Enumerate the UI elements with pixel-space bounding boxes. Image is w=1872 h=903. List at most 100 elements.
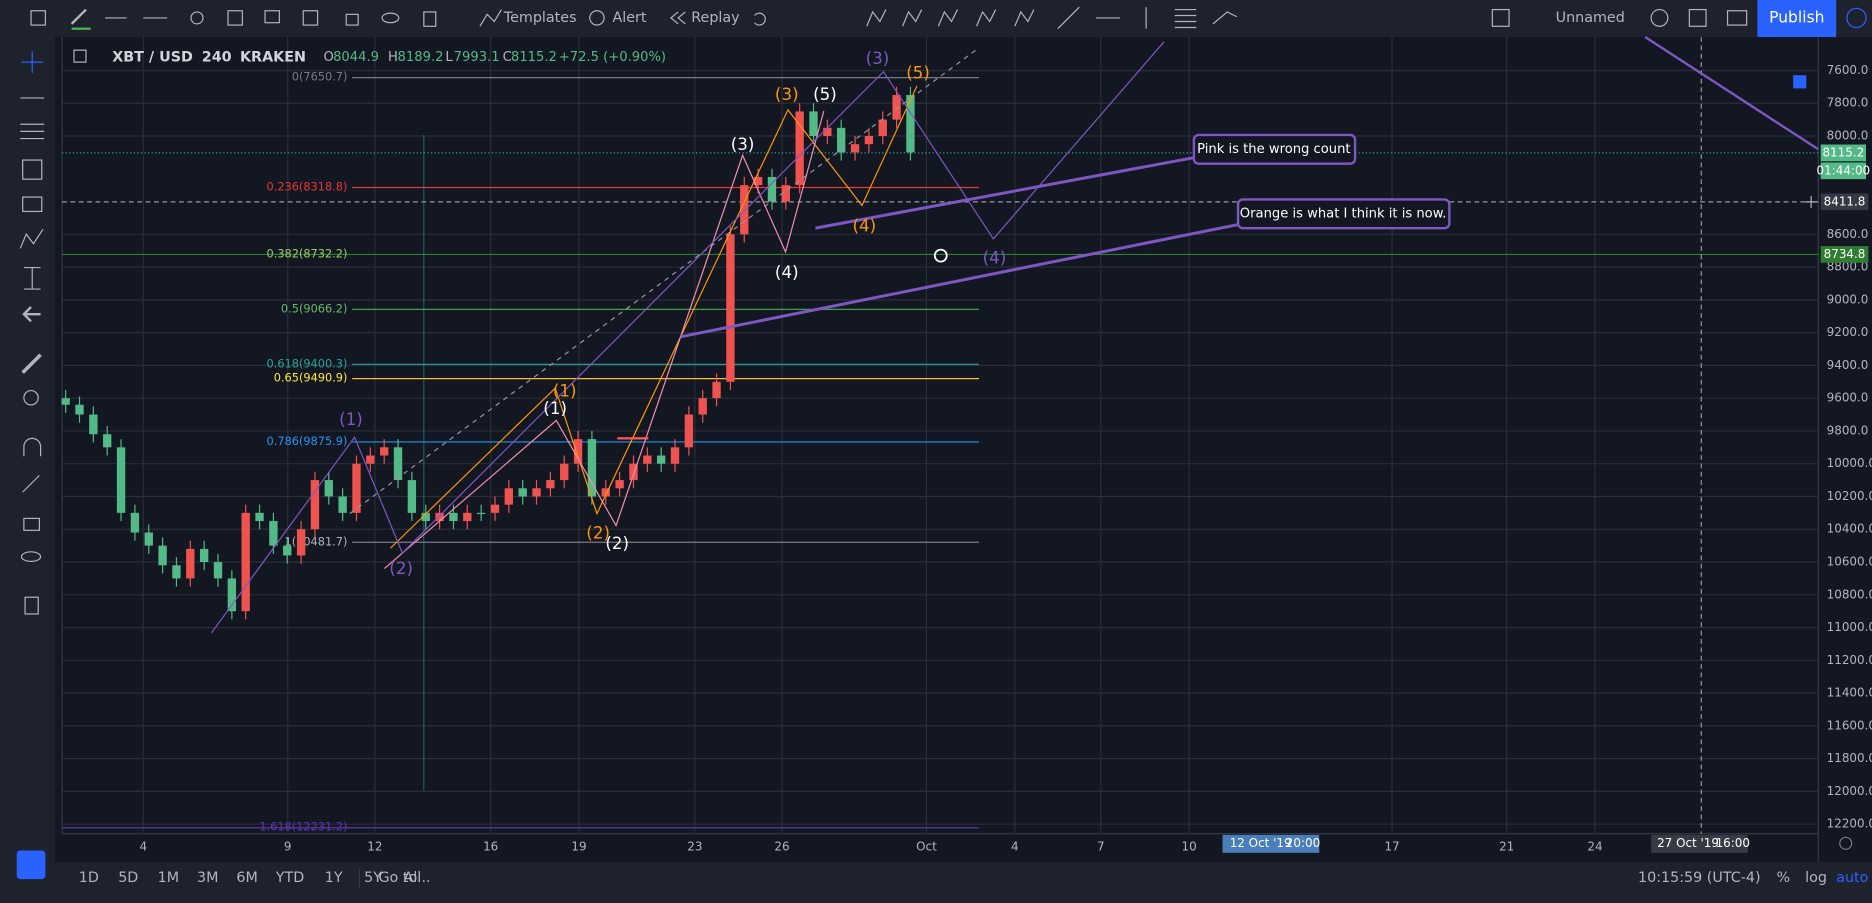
- replay-button[interactable]: Replay: [691, 10, 740, 26]
- chart-name[interactable]: Unnamed: [1556, 10, 1625, 26]
- wave-label: (2): [389, 558, 413, 578]
- candle-body: [684, 414, 694, 448]
- object-tree-icon[interactable]: [1793, 75, 1807, 89]
- icon[interactable]: [22, 196, 43, 213]
- candle-body: [670, 447, 680, 464]
- icon: [227, 10, 243, 26]
- time-label: Oct: [916, 839, 937, 853]
- fib-label: 0.382(8732.2): [267, 246, 348, 260]
- icon: [345, 13, 359, 26]
- time-label: 19: [571, 839, 586, 853]
- publish-button[interactable]: Publish: [1769, 8, 1824, 26]
- favorites-button[interactable]: [16, 850, 46, 880]
- candle-body: [241, 512, 250, 612]
- range-button[interactable]: All: [404, 870, 422, 886]
- alert-button[interactable]: Alert: [612, 10, 646, 26]
- candle-body: [892, 95, 901, 120]
- badge: [1222, 834, 1320, 853]
- price-label: 10400.0: [1827, 522, 1872, 536]
- candle-body: [518, 488, 527, 497]
- icon[interactable]: [22, 474, 40, 493]
- ohlc-label: H: [388, 50, 398, 65]
- auto-toggle[interactable]: auto: [1836, 870, 1868, 886]
- range-button[interactable]: 1Y: [325, 870, 343, 886]
- candle-body: [338, 496, 347, 513]
- icon[interactable]: [20, 123, 45, 140]
- icon: [1014, 9, 1035, 27]
- range-button[interactable]: 5Y: [364, 870, 382, 886]
- range-button[interactable]: 6M: [236, 870, 257, 886]
- candle-body: [878, 119, 887, 137]
- icon[interactable]: [23, 517, 40, 531]
- last-price: 8115.2: [1822, 145, 1864, 159]
- collapse-icon[interactable]: [73, 49, 87, 63]
- price-label: 11400.0: [1827, 686, 1872, 700]
- range-button[interactable]: 3M: [197, 870, 218, 886]
- candle-body: [712, 381, 721, 399]
- publish-bg[interactable]: [1757, 0, 1837, 38]
- vline-date: 27 Oct '19: [1657, 836, 1719, 850]
- templates-button[interactable]: Templates: [503, 10, 577, 26]
- icon[interactable]: [23, 266, 41, 290]
- settings-icon[interactable]: [1839, 836, 1853, 850]
- time-label: 17: [1384, 839, 1399, 853]
- icon: [754, 12, 766, 26]
- wave-label: (2): [605, 533, 629, 553]
- candle-body: [753, 176, 763, 186]
- trend-channel: [349, 47, 980, 515]
- purple-count: [210, 41, 1165, 634]
- wave-label: (5): [813, 84, 837, 104]
- icon[interactable]: [23, 389, 39, 406]
- ohlc-label: O: [324, 50, 334, 65]
- candle-body: [767, 176, 777, 202]
- icon[interactable]: [22, 159, 43, 180]
- log-toggle[interactable]: log: [1805, 870, 1827, 886]
- candle-body: [366, 455, 375, 464]
- candle-body: [61, 398, 70, 405]
- plus-icon[interactable]: [1805, 195, 1818, 208]
- price-label: 12200.0: [1827, 817, 1872, 831]
- range-button[interactable]: YTD: [275, 870, 305, 886]
- time-labels: 4 9 12 16 19 23 26 Oct 4 7 10 17 21 24: [139, 839, 1602, 853]
- wave-label: (4): [853, 215, 877, 235]
- icon[interactable]: [20, 551, 42, 562]
- icon[interactable]: [24, 596, 39, 615]
- icon: [902, 9, 923, 27]
- crosshair-price: 8411.8: [1824, 194, 1866, 208]
- candle-body: [740, 185, 749, 235]
- candle-body: [795, 111, 804, 186]
- replay-icon[interactable]: [1846, 7, 1867, 29]
- icon: [866, 9, 887, 27]
- wave-label: (2): [586, 522, 610, 542]
- crosshair-date: 12 Oct '19: [1230, 836, 1292, 850]
- price-label: 9200.0: [1827, 325, 1869, 339]
- wave-label: (1): [339, 409, 363, 429]
- symbol: XBT / USD: [112, 49, 193, 65]
- candle-body: [130, 512, 140, 533]
- icon[interactable]: [19, 229, 44, 249]
- percent-toggle[interactable]: %: [1776, 870, 1790, 886]
- price-label: 10000.0: [1827, 456, 1872, 470]
- icon: [264, 10, 280, 24]
- range-button[interactable]: 5D: [118, 870, 138, 886]
- alert-price: 8734.8: [1824, 247, 1866, 261]
- price-label: 9000.0: [1827, 292, 1869, 306]
- time-label: 10: [1182, 839, 1197, 853]
- callout-line: [815, 156, 1195, 230]
- range-button[interactable]: 1D: [79, 870, 99, 886]
- icon[interactable]: [23, 437, 42, 457]
- range-button[interactable]: 1M: [158, 870, 179, 886]
- price-label: 12000.0: [1827, 784, 1872, 798]
- goto-button[interactable]: Go to...: [378, 870, 430, 886]
- price-label: 11000.0: [1827, 620, 1872, 634]
- clock: 10:15:59 (UTC-4): [1638, 870, 1761, 886]
- icon[interactable]: [22, 306, 41, 323]
- icon[interactable]: [21, 353, 42, 374]
- top-toolbar: [0, 0, 1872, 38]
- time-label: 24: [1587, 839, 1602, 853]
- icon[interactable]: [21, 51, 43, 73]
- purple-line: [1644, 36, 1819, 151]
- ohlc-value: 8044.9: [333, 50, 379, 65]
